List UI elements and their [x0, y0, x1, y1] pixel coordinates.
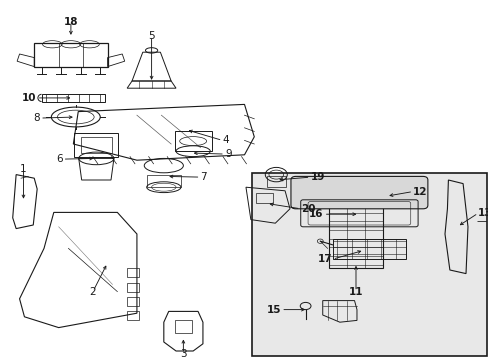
Text: 14: 14	[487, 218, 488, 228]
Text: 18: 18	[63, 17, 78, 27]
Bar	[146, 175, 181, 187]
Text: 3: 3	[180, 349, 186, 359]
Text: 10: 10	[22, 93, 37, 103]
Bar	[41, 94, 105, 102]
Text: 5: 5	[148, 31, 155, 41]
Text: 17: 17	[317, 254, 332, 264]
Bar	[372, 187, 399, 203]
Bar	[366, 184, 405, 207]
Bar	[332, 239, 405, 259]
Text: 13: 13	[477, 208, 488, 218]
Text: 8: 8	[33, 113, 40, 123]
FancyBboxPatch shape	[290, 176, 427, 209]
Bar	[174, 131, 211, 151]
Bar	[255, 193, 272, 203]
Text: — 14: — 14	[476, 216, 488, 226]
Text: 6: 6	[56, 154, 62, 164]
Text: 19: 19	[310, 172, 324, 182]
Bar	[266, 176, 285, 187]
Bar	[127, 297, 139, 306]
Text: 11: 11	[348, 287, 363, 297]
Text: 9: 9	[224, 149, 231, 159]
Text: 20: 20	[300, 204, 315, 214]
Bar	[127, 268, 139, 277]
Bar	[34, 43, 107, 67]
Bar	[251, 173, 486, 356]
Bar	[127, 311, 139, 320]
Bar	[328, 207, 382, 268]
Bar	[127, 283, 139, 292]
Bar	[174, 320, 192, 333]
Text: 16: 16	[308, 209, 323, 219]
Bar	[81, 137, 112, 153]
Text: 4: 4	[222, 135, 229, 145]
Text: 2: 2	[89, 287, 96, 297]
Bar	[74, 133, 118, 157]
Text: 12: 12	[412, 186, 427, 197]
Text: 15: 15	[266, 305, 281, 315]
Text: 1: 1	[20, 164, 27, 174]
Text: 7: 7	[200, 172, 207, 182]
